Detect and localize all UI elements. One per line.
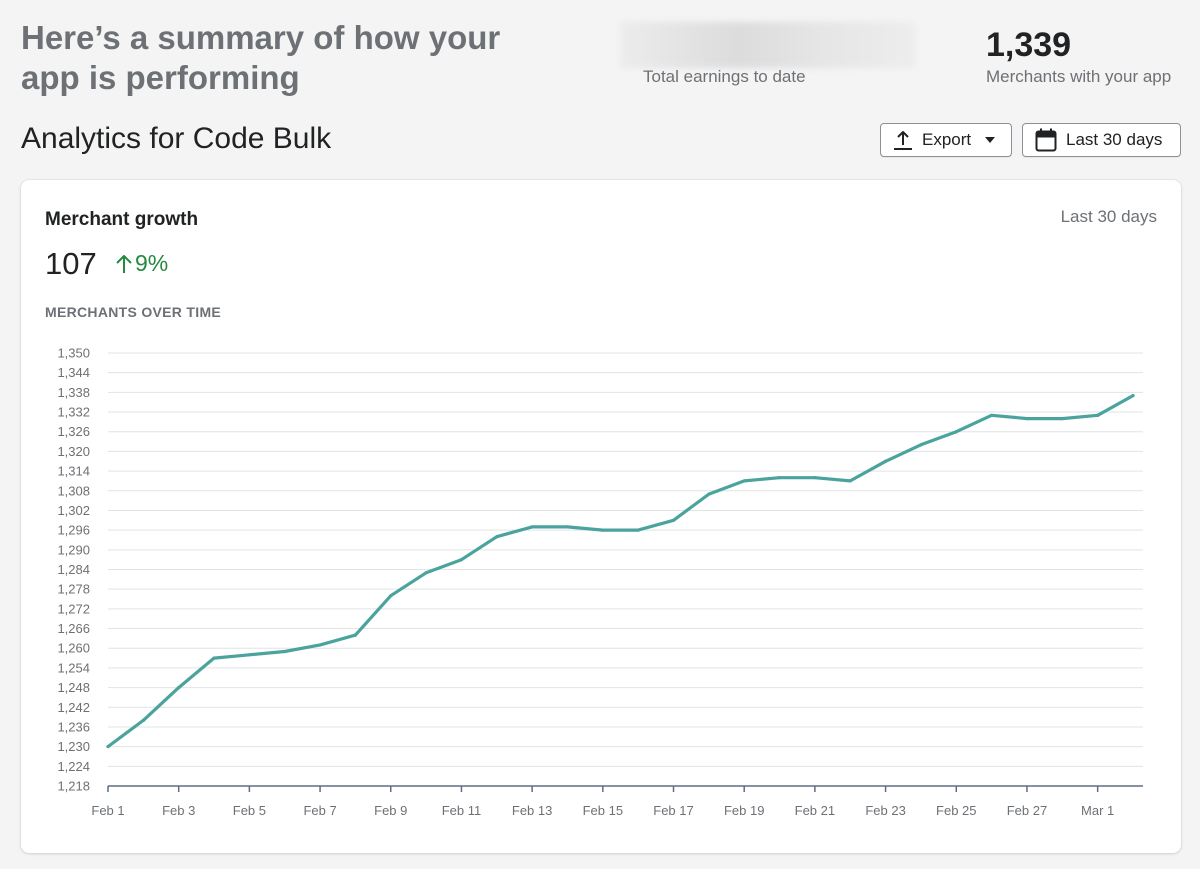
data-point [106,745,110,749]
y-tick-label: 1,260 [57,641,90,656]
data-point [636,528,640,532]
earnings-label: Total earnings to date [643,67,806,86]
y-tick-label: 1,248 [57,680,90,695]
y-tick-label: 1,218 [57,779,90,794]
x-tick-label: Feb 23 [865,803,905,818]
y-tick-label: 1,242 [57,700,90,715]
data-point [813,476,817,480]
date-range-label: Last 30 days [1066,130,1163,149]
y-tick-label: 1,350 [57,346,90,361]
x-tick-label: Feb 1 [91,803,124,818]
y-tick-label: 1,272 [57,601,90,616]
growth-change-badge: 9% [115,250,168,277]
y-tick-label: 1,230 [57,739,90,754]
data-point [1096,413,1100,417]
y-tick-label: 1,308 [57,483,90,498]
data-point [424,571,428,575]
earnings-value-redacted [620,22,915,68]
data-point [1025,417,1029,421]
y-tick-label: 1,278 [57,582,90,597]
x-tick-label: Feb 13 [512,803,552,818]
data-point [212,656,216,660]
data-point [848,479,852,483]
data-point [742,479,746,483]
card-title: Merchant growth [45,209,199,230]
y-tick-label: 1,320 [57,444,90,459]
growth-change-value: 9% [135,250,169,276]
y-tick-label: 1,266 [57,621,90,636]
data-point [389,594,393,598]
summary-headline: Here’s a summary of how your app is perf… [21,19,501,96]
data-point [177,685,181,690]
data-point [707,492,711,496]
caret-down-icon [984,136,996,144]
data-point [565,525,570,529]
data-point [459,558,464,562]
y-tick-label: 1,224 [57,759,90,774]
date-range-button[interactable]: Last 30 days [1022,123,1181,157]
x-tick-label: Feb 21 [795,803,835,818]
y-tick-label: 1,302 [57,503,90,518]
x-tick-label: Feb 27 [1007,803,1047,818]
data-point [1131,394,1135,398]
chart-heading: MERCHANTS OVER TIME [45,304,222,320]
x-tick-label: Feb 3 [162,803,195,818]
data-point [495,535,499,539]
arrow-up-icon [115,253,133,275]
data-point [919,443,923,447]
x-tick-label: Feb 25 [936,803,976,818]
y-tick-label: 1,344 [57,365,90,380]
data-point [601,528,605,532]
data-point [530,525,534,529]
merchant-growth-value: 107 [45,246,97,281]
x-tick-label: Mar 1 [1081,803,1114,818]
y-tick-label: 1,290 [57,542,90,557]
x-tick-label: Feb 11 [442,803,482,818]
data-point [671,518,676,522]
data-point [283,649,287,654]
data-point [1060,417,1064,421]
data-point [353,633,358,637]
data-point [777,476,782,480]
page-title: Analytics for Code Bulk [21,122,332,155]
upload-icon [893,129,913,151]
data-point [990,413,994,417]
export-label: Export [922,130,972,149]
data-point [954,430,958,434]
y-tick-label: 1,314 [57,464,90,479]
x-tick-label: Feb 9 [374,803,407,818]
y-tick-label: 1,332 [57,405,90,420]
data-point [883,459,888,463]
y-tick-label: 1,236 [57,719,90,734]
data-point [318,643,322,647]
export-button[interactable]: Export [880,123,1012,157]
y-tick-label: 1,284 [57,562,90,577]
y-tick-label: 1,338 [57,385,90,400]
series-line [106,394,1135,749]
card-date-range: Last 30 days [1060,207,1157,226]
merchant-growth-card: Merchant growth Last 30 days 107 9% MERC… [21,180,1181,853]
merchants-label: Merchants with your app [986,67,1172,86]
data-point [141,718,145,722]
x-tick-label: Feb 19 [724,803,764,818]
y-tick-label: 1,326 [57,424,90,439]
merchants-total: 1,339 [986,26,1072,64]
y-tick-label: 1,296 [57,523,90,538]
y-tick-label: 1,254 [57,660,90,675]
x-tick-label: Feb 5 [233,803,266,818]
x-tick-label: Feb 7 [303,803,336,818]
calendar-icon [1035,128,1057,152]
x-tick-label: Feb 15 [583,803,623,818]
x-tick-label: Feb 17 [653,803,693,818]
data-point [247,653,251,657]
